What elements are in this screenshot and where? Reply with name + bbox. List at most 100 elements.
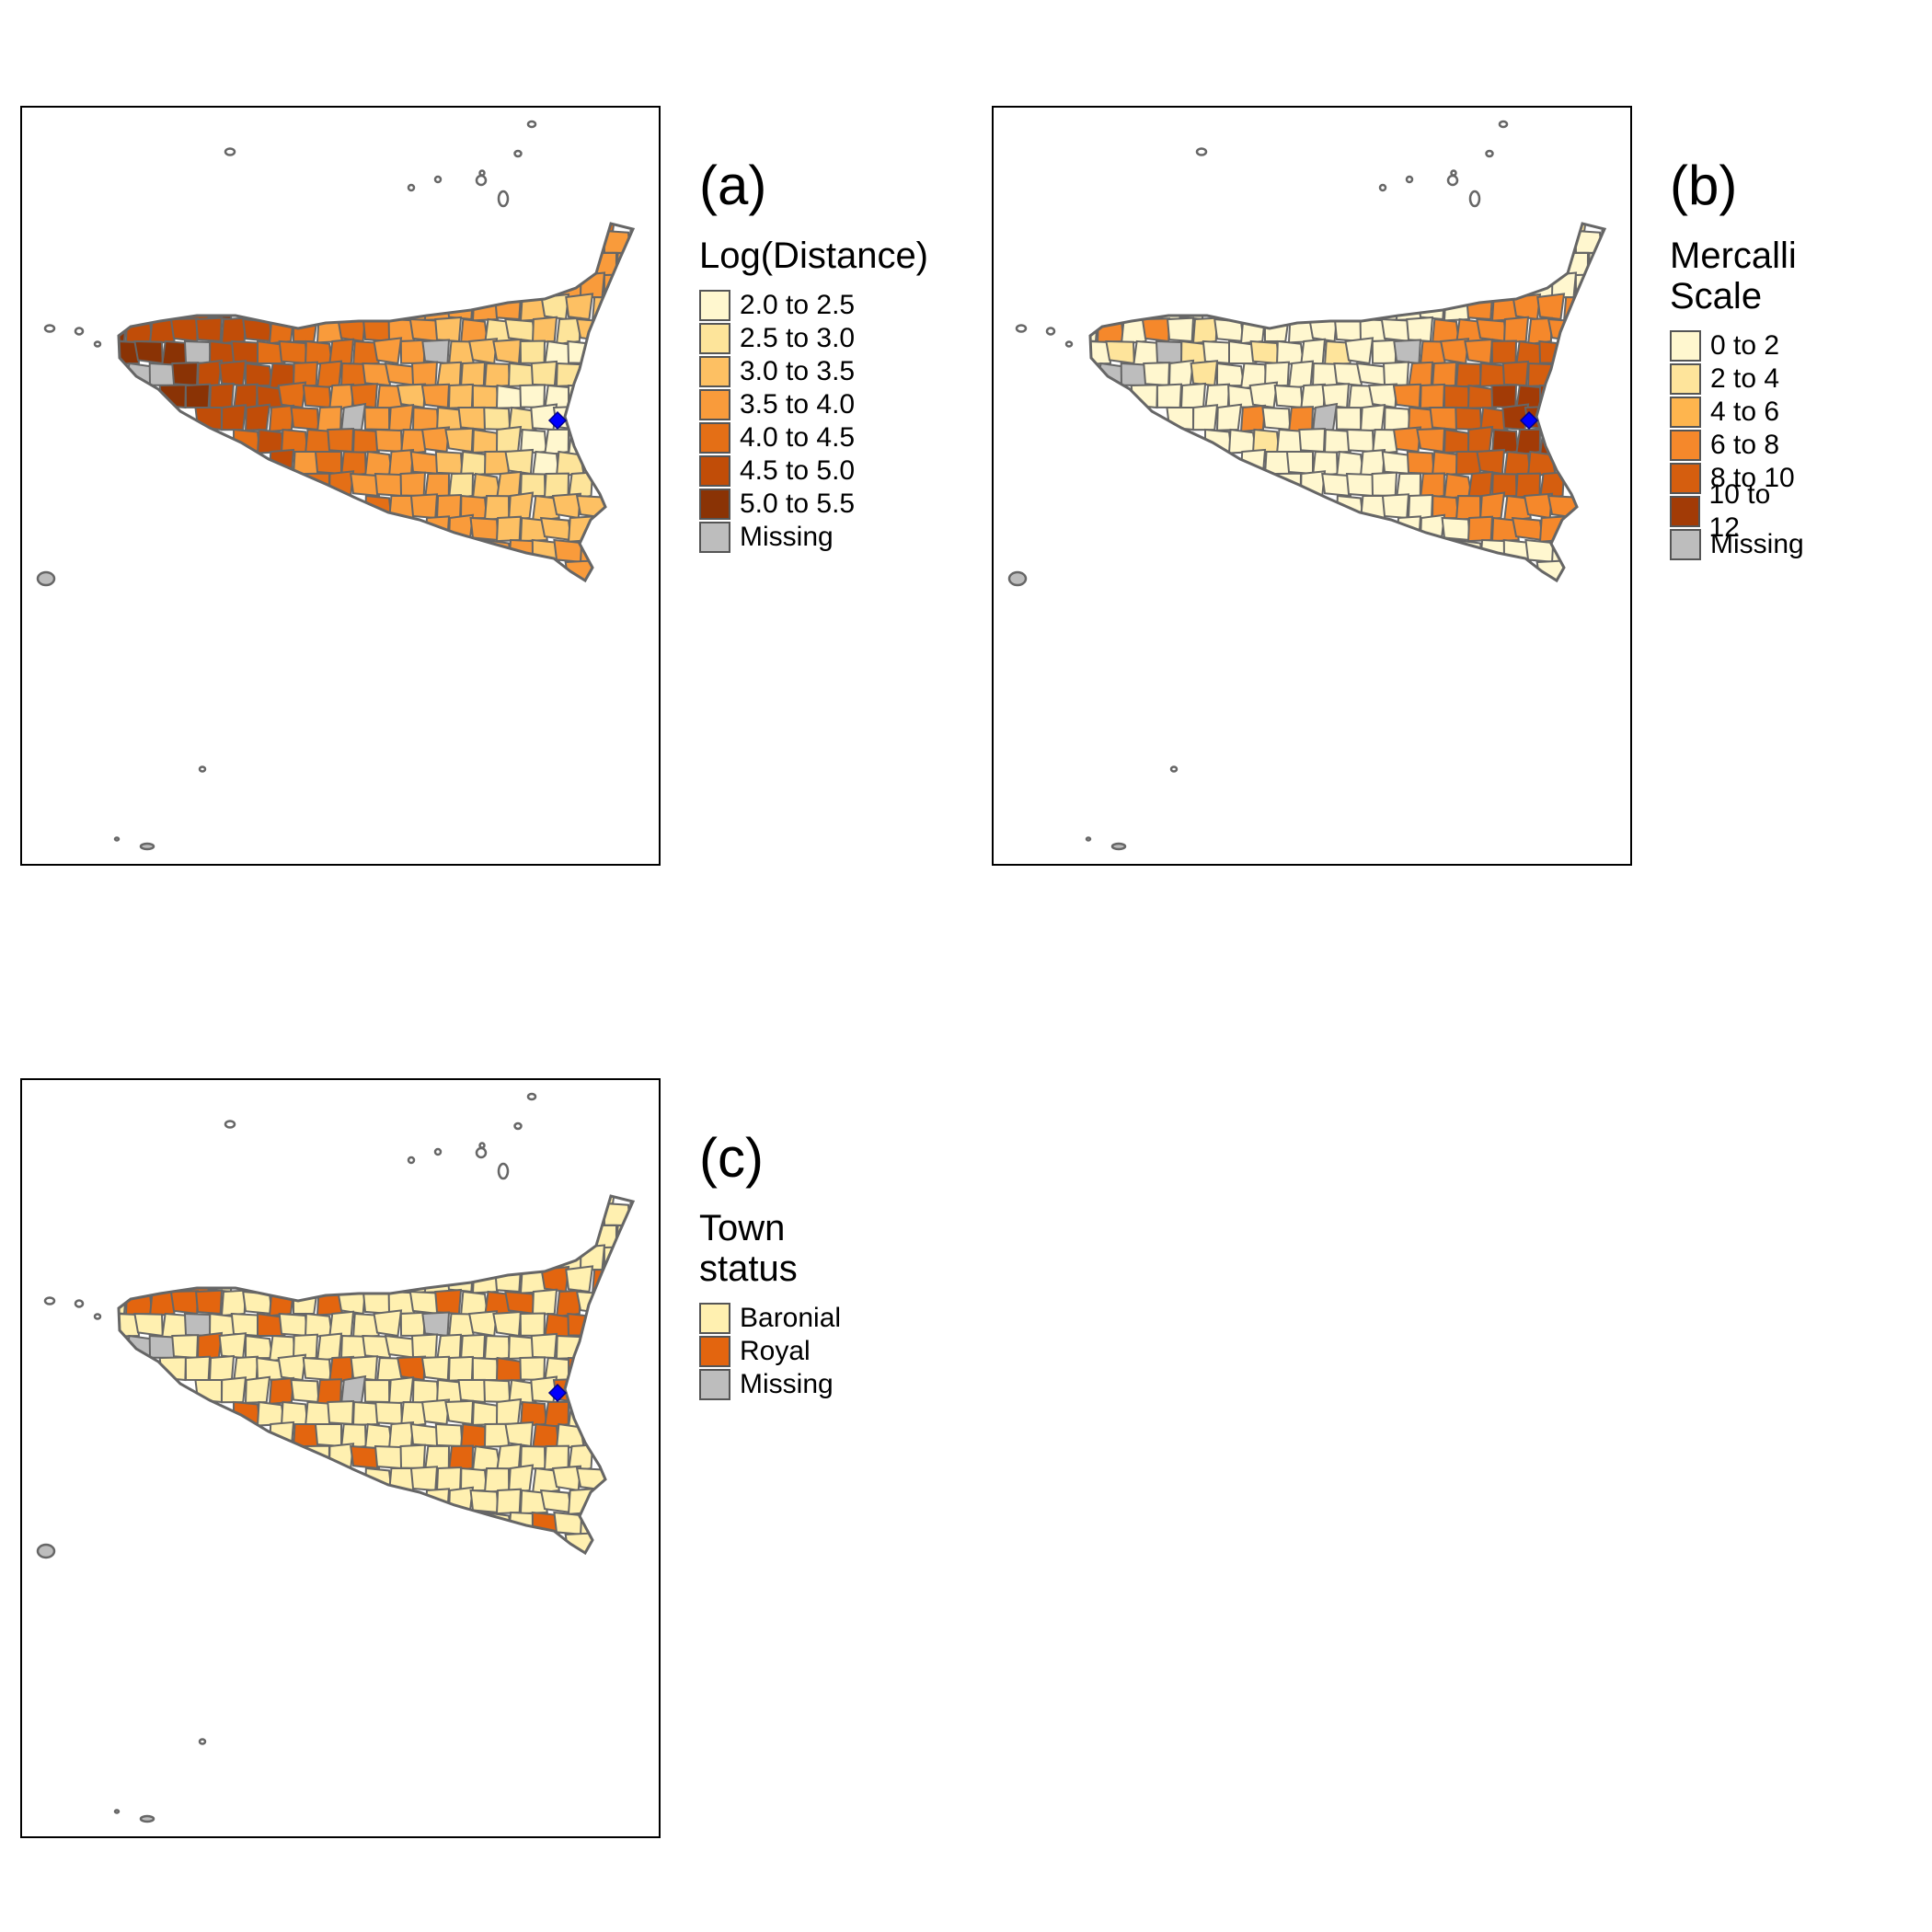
municipality <box>519 516 548 543</box>
municipality <box>169 317 200 343</box>
municipality <box>278 339 309 365</box>
municipality <box>1407 494 1434 521</box>
municipality <box>408 1290 440 1316</box>
legend-item: Royal <box>699 1335 841 1368</box>
municipality <box>492 338 523 365</box>
legend-swatch <box>1670 397 1701 428</box>
municipality <box>507 1378 537 1407</box>
legend-swatch <box>699 422 730 454</box>
island <box>43 324 56 333</box>
sicily-map-a <box>36 120 636 851</box>
municipality <box>467 338 499 365</box>
municipality <box>469 1489 500 1514</box>
municipality <box>195 1289 224 1316</box>
island <box>1015 324 1028 333</box>
legend-item-label: 5.0 to 5.5 <box>740 489 856 519</box>
municipality <box>1359 403 1386 432</box>
municipality <box>492 1310 523 1338</box>
municipality <box>1143 362 1171 387</box>
municipality <box>457 406 487 431</box>
municipality <box>256 1400 286 1427</box>
municipality <box>1275 428 1304 455</box>
island <box>93 1313 102 1320</box>
map-b <box>992 106 1632 866</box>
municipality <box>565 293 594 321</box>
municipality <box>1239 316 1267 345</box>
municipality <box>483 1378 512 1404</box>
municipality <box>363 406 391 431</box>
municipality <box>1371 428 1398 455</box>
municipality <box>183 1312 213 1338</box>
legend-items: 2.0 to 2.5 2.5 to 3.0 3.0 to 3.5 3.5 to 4.0… <box>699 289 928 554</box>
municipality <box>471 1356 500 1382</box>
municipality <box>591 1486 618 1514</box>
municipality <box>579 1334 606 1363</box>
legend-swatch <box>1670 463 1701 494</box>
legend-item: 4.5 to 5.0 <box>699 454 928 488</box>
municipality <box>1431 450 1461 477</box>
municipality <box>459 361 487 388</box>
municipality <box>420 1355 451 1382</box>
municipality <box>1381 493 1410 520</box>
municipality <box>1335 450 1365 477</box>
legend-swatch <box>699 1369 730 1400</box>
municipality <box>244 403 271 431</box>
municipality <box>314 450 343 476</box>
island <box>198 1738 207 1745</box>
municipality <box>1215 362 1246 387</box>
legend-item-label: 3.5 to 4.0 <box>740 389 856 420</box>
legend-item-label: 0 to 2 <box>1710 330 1780 361</box>
municipality <box>1419 383 1446 409</box>
municipality <box>495 1397 523 1426</box>
municipality <box>1275 339 1305 365</box>
island <box>1405 175 1414 184</box>
municipality <box>208 1354 236 1383</box>
legend-item: 4 to 6 <box>1670 396 1804 429</box>
legend-item: 2.0 to 2.5 <box>699 289 928 322</box>
municipality <box>435 494 463 521</box>
municipality <box>1431 361 1458 388</box>
municipality <box>220 1376 247 1404</box>
municipality <box>277 1353 307 1382</box>
municipality <box>1215 403 1243 431</box>
municipality <box>471 384 500 409</box>
legend-item-label: Missing <box>1710 529 1804 559</box>
municipality <box>543 472 570 499</box>
municipality <box>459 494 489 520</box>
municipality <box>304 1400 332 1428</box>
municipality <box>504 1290 536 1316</box>
municipality <box>579 362 606 390</box>
municipality <box>627 1202 633 1229</box>
municipality <box>459 1422 489 1450</box>
legend-item-label: Missing <box>740 522 834 552</box>
island <box>36 1543 56 1559</box>
legend-swatch <box>699 323 730 354</box>
municipality <box>445 1267 475 1294</box>
municipality <box>495 425 523 454</box>
coastline <box>117 222 636 583</box>
municipality <box>555 316 582 346</box>
municipality <box>1464 338 1494 365</box>
legend-swatch <box>1670 430 1701 461</box>
municipality <box>435 1466 463 1493</box>
municipality <box>409 493 439 520</box>
municipality <box>363 450 394 477</box>
island <box>43 1296 56 1305</box>
municipality <box>1190 360 1219 387</box>
municipality <box>1090 316 1099 343</box>
island <box>497 1162 510 1180</box>
municipality <box>591 1196 618 1208</box>
municipality <box>133 1312 164 1338</box>
epicenter-marker <box>547 1383 568 1403</box>
municipality <box>268 316 295 345</box>
municipality <box>1476 317 1508 343</box>
municipality <box>459 450 489 477</box>
municipality <box>1371 339 1398 365</box>
island <box>1169 765 1179 773</box>
municipality <box>1392 383 1422 409</box>
island <box>1498 120 1509 129</box>
municipality <box>1382 361 1410 387</box>
municipality <box>1476 448 1506 476</box>
island <box>433 1147 443 1156</box>
